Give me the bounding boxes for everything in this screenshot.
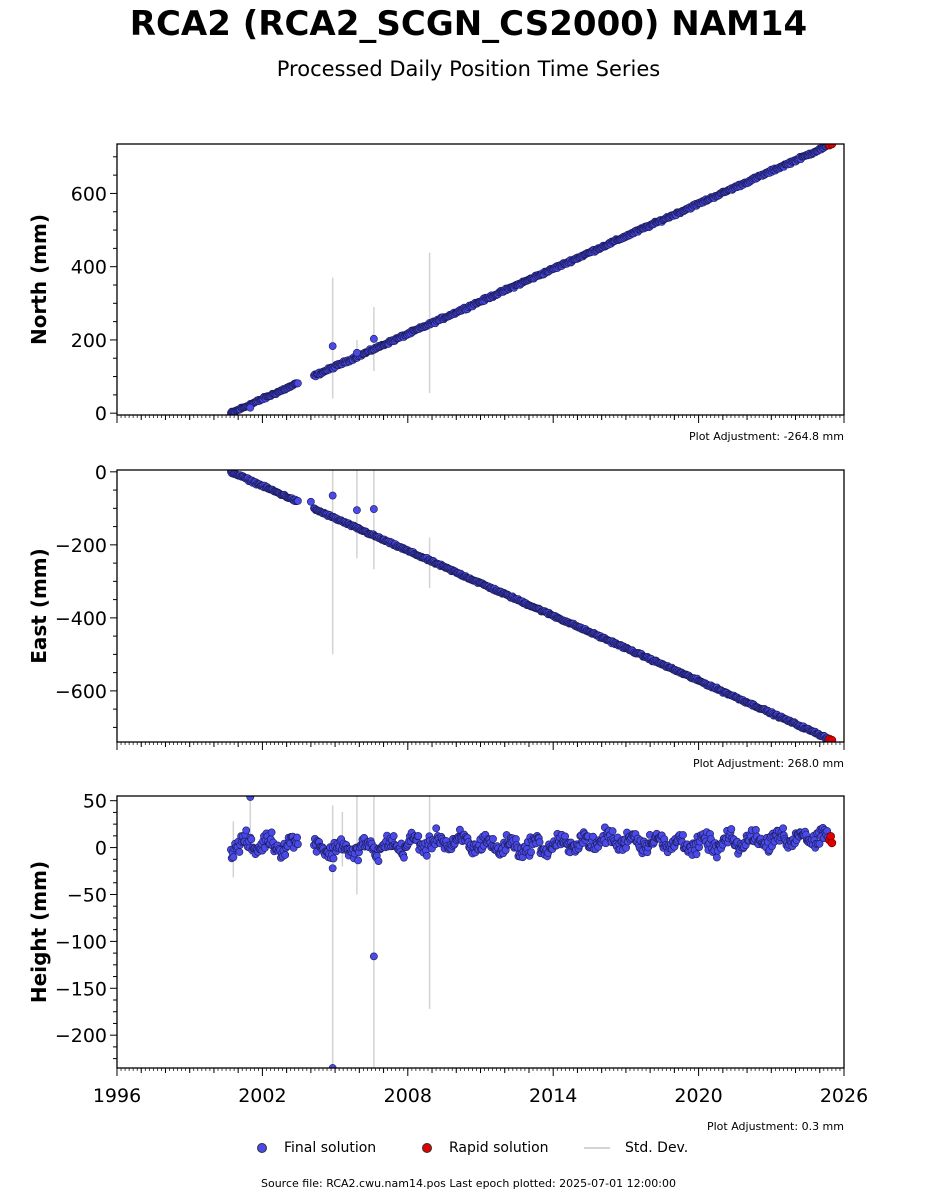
final-solution-point: [779, 824, 787, 833]
final-solution-point: [293, 840, 302, 849]
final-solution-point: [281, 851, 290, 859]
y-axis-label: East (mm): [27, 548, 51, 664]
plot-adjustment-note: Plot Adjustment: 0.3 mm: [707, 1120, 844, 1133]
x-tick-label: 2002: [238, 1085, 286, 1107]
final-solution-outlier: [369, 334, 378, 343]
final-solution-point: [293, 496, 302, 505]
final-solution-outlier: [246, 403, 255, 412]
plot-area: [226, 796, 837, 1068]
panel-north: 0 200 400 600 North (mm) Plot Adjustment: -26…: [27, 143, 845, 443]
std-dev-line-icon: [584, 1147, 610, 1149]
final-solution-point: [267, 828, 276, 837]
y-tick-label: 0: [95, 403, 107, 425]
y-tick-label: 600: [71, 183, 107, 205]
final-solution-outlier: [369, 505, 378, 513]
chart-subtitle: Processed Daily Position Time Series: [276, 57, 661, 81]
final-solution-point: [692, 850, 701, 859]
y-axis-label: Height (mm): [27, 861, 51, 1003]
final-solution-point: [354, 856, 362, 865]
legend-stddev-label: Std. Dev.: [625, 1140, 689, 1156]
legend-final-label: Final solution: [284, 1140, 377, 1156]
x-tick-label: 2008: [384, 1085, 432, 1107]
final-solution-point: [422, 851, 431, 860]
final-solution-point: [432, 824, 441, 833]
final-solution-outlier: [353, 506, 361, 515]
source-footer: Source file: RCA2.cwu.nam14.pos Last epo…: [261, 1177, 676, 1190]
final-solution-point: [727, 825, 736, 833]
y-tick-label: −600: [55, 681, 107, 703]
final-solution-outlier: [328, 491, 337, 500]
x-tick-label: 2020: [674, 1085, 722, 1107]
y-tick-label: −200: [55, 535, 107, 557]
final-solution-outlier: [353, 348, 361, 357]
legend-rapid-label: Rapid solution: [449, 1140, 549, 1156]
final-solution-point: [399, 853, 408, 862]
final-solution-point: [242, 826, 251, 835]
rapid-solution-point: [827, 838, 837, 848]
final-solution-point: [329, 854, 338, 863]
final-solution-point: [608, 827, 617, 836]
y-tick-label: −50: [67, 884, 107, 906]
final-solution-point: [489, 835, 497, 843]
final-solution-point: [235, 848, 244, 856]
plot-adjustment-note: Plot Adjustment: -264.8 mm: [689, 430, 844, 443]
chart-title: RCA2 (RCA2_SCGN_CS2000) NAM14: [129, 4, 808, 44]
rapid-solution-point: [827, 735, 837, 742]
final-solution-point: [229, 853, 238, 862]
y-tick-label: 200: [71, 330, 107, 352]
final-solution-outlier: [246, 796, 255, 801]
y-axis-label: North (mm): [27, 214, 51, 345]
final-solution-point: [293, 379, 302, 388]
final-solution-marker-icon: [257, 1143, 267, 1153]
final-solution-point: [535, 838, 544, 847]
final-solution-outlier: [306, 497, 315, 506]
final-solution-point: [374, 857, 383, 865]
final-solution-point: [713, 853, 721, 862]
final-solution-point: [527, 848, 535, 856]
panel-height: 50 0 −50 −100 −150 −200 1996 2002 2008 2014 2020 20…: [27, 791, 868, 1133]
y-tick-label: 0: [95, 462, 107, 484]
panel-frame: [116, 469, 845, 743]
legend-final: Final solution: [257, 1137, 376, 1159]
final-solution-point: [752, 826, 760, 834]
final-solution-point: [389, 832, 398, 840]
final-solution-point: [589, 832, 597, 841]
y-tick-label: 400: [71, 257, 107, 279]
y-tick-label: −150: [55, 978, 107, 1000]
final-solution-point: [293, 833, 301, 842]
final-solution-point: [414, 832, 423, 840]
plot-area: [227, 144, 837, 415]
rapid-solution-point: [827, 144, 837, 149]
x-tick-label: 2014: [529, 1085, 577, 1107]
plot-adjustment-note: Plot Adjustment: 268.0 mm: [693, 757, 844, 770]
y-tick-label: 0: [95, 838, 107, 860]
final-solution-outlier: [328, 1064, 337, 1068]
final-solution-outlier: [369, 952, 378, 961]
y-tick-label: −200: [55, 1025, 107, 1047]
final-solution-point: [679, 831, 687, 839]
final-solution-outlier: [328, 864, 337, 873]
plot-area: [227, 470, 837, 742]
legend-stddev: Std. Dev.: [584, 1137, 688, 1159]
final-solution-outlier: [328, 342, 337, 351]
rapid-solution-marker-icon: [422, 1143, 432, 1153]
final-solution-point: [247, 835, 256, 844]
y-tick-label: −400: [55, 608, 107, 630]
y-tick-label: −100: [55, 931, 107, 953]
y-tick-label: 50: [83, 791, 107, 813]
x-tick-label: 1996: [93, 1085, 141, 1107]
legend: Final solution Rapid solution Std. Dev.: [0, 1137, 937, 1159]
final-solution-point: [815, 839, 824, 848]
x-tick-label: 2026: [820, 1085, 868, 1107]
legend-rapid: Rapid solution: [422, 1137, 549, 1159]
